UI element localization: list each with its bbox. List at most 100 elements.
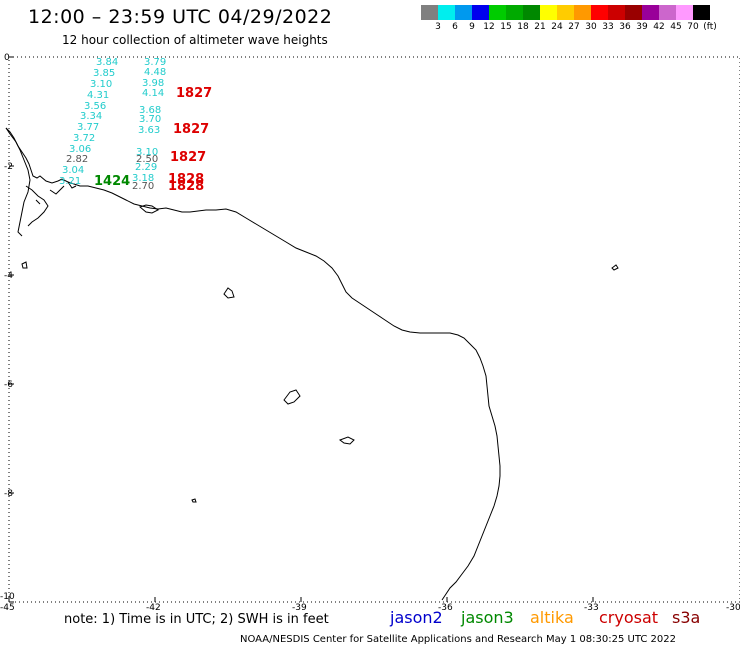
color-swatch (523, 5, 540, 20)
swh-value: 3.72 (73, 133, 95, 144)
map-subtitle: 12 hour collection of altimeter wave hei… (62, 33, 328, 47)
satellite-jason2: jason2 (390, 608, 443, 627)
x-tick-label: -33 (584, 603, 599, 613)
y-tick-label: -6 (4, 380, 13, 390)
swh-value: 3.68 (139, 105, 161, 116)
time-label: 1828 (168, 179, 204, 194)
color-scale-label: 12 (483, 22, 495, 32)
swh-value: 3.85 (93, 68, 115, 79)
y-tick-label: 0 (4, 53, 10, 63)
time-label: 1424 (94, 174, 130, 189)
time-label: 1828 (168, 172, 204, 187)
color-swatch (642, 5, 659, 20)
x-tick-label: -39 (292, 603, 307, 613)
map-title: 12:00 – 23:59 UTC 04/29/2022 (28, 6, 333, 28)
color-scale-label: 27 (568, 22, 580, 32)
satellite-s3a: s3a (672, 608, 701, 627)
color-swatch (574, 5, 591, 20)
color-scale-bar (421, 5, 710, 20)
island (283, 389, 301, 405)
x-tick-label: -30 (726, 603, 740, 613)
color-scale-label: 24 (551, 22, 563, 32)
swh-value: 3.10 (136, 147, 158, 158)
coastline (5, 127, 501, 601)
map-frame (8, 56, 740, 603)
swh-value: 3.10 (90, 79, 112, 90)
x-tick-label: -45 (0, 603, 15, 613)
x-tick-label: -36 (438, 603, 453, 613)
y-tick-label: -8 (4, 489, 13, 499)
track-right: 3.79 4.48 3.98 4.14 3.68 3.70 3.63 3.10 … (132, 57, 166, 192)
y-tick-label: -2 (4, 162, 13, 172)
color-scale-label: 18 (517, 22, 529, 32)
color-scale-label: 42 (653, 22, 665, 32)
color-swatch (676, 5, 693, 20)
color-scale-label: 21 (534, 22, 546, 32)
color-scale-label: 39 (636, 22, 648, 32)
satellite-jason3: jason3 (461, 608, 514, 627)
color-swatch (659, 5, 676, 20)
island (138, 204, 159, 214)
axis-ticks (8, 56, 594, 603)
track-left: 3.84 3.85 3.10 4.31 3.56 3.34 3.77 3.72 … (59, 57, 118, 187)
color-swatch (608, 5, 625, 20)
color-swatch (625, 5, 642, 20)
swh-value: 3.79 (144, 57, 166, 68)
island (191, 498, 197, 503)
island (223, 287, 235, 299)
color-swatch (455, 5, 472, 20)
color-swatch (438, 5, 455, 20)
swh-value: 3.04 (62, 165, 84, 176)
time-label: 1827 (176, 86, 212, 101)
island (338, 436, 355, 445)
swh-value: 3.98 (142, 78, 164, 89)
color-scale-label: 15 (500, 22, 512, 32)
swh-value: 2.82 (66, 154, 88, 165)
swh-value: 3.34 (80, 111, 102, 122)
swh-value: 3.70 (139, 114, 161, 125)
note-text: note: 1) Time is in UTC; 2) SWH is in fe… (64, 612, 329, 627)
color-swatch (693, 5, 710, 20)
satellite-altika: altika (530, 608, 574, 627)
color-swatch (557, 5, 574, 20)
swh-value: 4.48 (144, 67, 166, 78)
swh-value: 3.18 (132, 173, 154, 184)
swh-value: 3.77 (77, 122, 99, 133)
color-scale-label: (ft) (703, 22, 717, 32)
color-scale-label: 70 (687, 22, 699, 32)
swh-value: 4.31 (87, 90, 109, 101)
color-scale-label: 30 (585, 22, 597, 32)
satellite-cryosat: cryosat (599, 608, 659, 627)
color-scale-label: 36 (619, 22, 631, 32)
island (21, 261, 28, 269)
swh-value: 3.06 (69, 144, 91, 155)
swh-value: 3.63 (138, 125, 160, 136)
color-swatch (591, 5, 608, 20)
color-swatch (472, 5, 489, 20)
time-label: 1827 (170, 150, 206, 165)
color-swatch (540, 5, 557, 20)
color-swatch (489, 5, 506, 20)
color-swatch (421, 5, 438, 20)
time-label: 1827 (173, 122, 209, 137)
island (611, 264, 619, 271)
y-tick-label: -4 (4, 271, 13, 281)
swh-value: 3.21 (59, 176, 81, 187)
time-labels: 1827 1827 1827 1424 1828 1828 (94, 86, 212, 194)
footer-credit: NOAA/NESDIS Center for Satellite Applica… (240, 634, 676, 645)
color-swatch (506, 5, 523, 20)
swh-value: 2.29 (135, 162, 157, 173)
coastline-west (5, 127, 77, 237)
swh-value: 3.84 (96, 57, 118, 68)
color-scale-label: 9 (469, 22, 475, 32)
color-scale-label: 6 (452, 22, 458, 32)
swh-value: 2.70 (132, 181, 154, 192)
y-tick-label: -10 (0, 592, 15, 602)
swh-value: 4.14 (142, 88, 164, 99)
color-scale-label: 45 (670, 22, 682, 32)
swh-value: 3.56 (84, 101, 106, 112)
x-tick-label: -42 (146, 603, 161, 613)
color-scale-label: 3 (435, 22, 441, 32)
color-scale-label: 33 (602, 22, 614, 32)
